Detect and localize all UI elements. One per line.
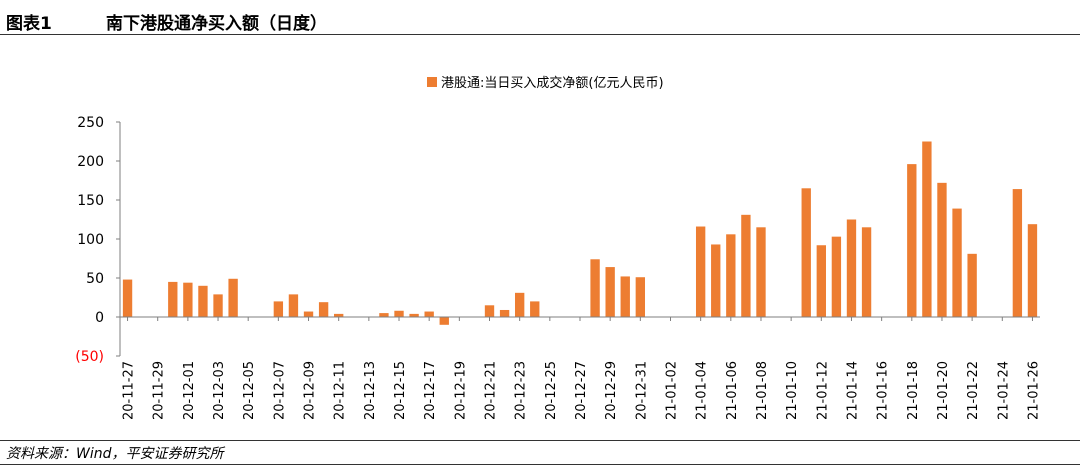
bar-21-01-07: [741, 214, 751, 317]
y-tick-label: 50: [86, 271, 104, 287]
x-tick-label: 20-12-17: [423, 361, 438, 420]
x-tick-label: 21-01-04: [695, 361, 710, 420]
x-tick-label: 21-01-16: [876, 361, 891, 420]
bar-20-12-11: [334, 313, 344, 317]
bar-21-01-22: [967, 253, 977, 317]
y-tick-label: 200: [77, 154, 104, 170]
bar-20-12-02: [198, 285, 208, 317]
x-tick-label: 21-01-02: [664, 361, 679, 420]
x-tick-label: 20-12-05: [242, 361, 257, 420]
bar-21-01-21: [952, 208, 962, 317]
x-tick-label: 21-01-26: [1026, 361, 1041, 420]
bar-20-12-28: [590, 259, 600, 317]
bar-21-01-15: [861, 227, 872, 317]
x-axis: 20-11-27 20-11-29 20-12-01 20-12-03 20-12-05…: [120, 316, 1041, 420]
x-tick-label: 20-12-25: [544, 361, 559, 420]
bar-20-12-03: [213, 294, 223, 317]
legend-swatch: [427, 77, 437, 87]
bar-20-12-09: [303, 311, 314, 317]
x-tick-label: 21-01-22: [966, 361, 981, 420]
y-tick-label: 0: [95, 310, 104, 326]
x-tick-label: 20-12-09: [303, 361, 318, 420]
bar-20-11-27: [122, 279, 133, 317]
y-tick-label: 250: [77, 115, 104, 131]
x-tick-label: 20-12-11: [333, 361, 348, 420]
x-tick-label: 21-01-10: [785, 361, 800, 420]
bar-20-12-21: [484, 305, 495, 317]
bar-20-12-31: [635, 277, 646, 317]
bar-20-12-17: [424, 311, 434, 317]
x-tick-label: 20-12-27: [574, 361, 589, 420]
legend-label: 港股通:当日买入成交净额(亿元人民币): [441, 75, 664, 91]
figure-header: 图表1 南下港股通净买入额（日度）: [0, 0, 1080, 36]
bar-21-01-08: [756, 227, 766, 317]
x-tick-label: 20-12-21: [484, 361, 499, 420]
bar-20-12-01: [183, 282, 193, 317]
figure-title: 南下港股通净买入额（日度）: [106, 14, 327, 34]
bar-20-12-04: [228, 278, 238, 317]
bar-20-12-29: [605, 267, 615, 317]
y-tick-label: 100: [77, 232, 104, 248]
bar-20-12-22: [499, 309, 510, 317]
x-tick-label: 21-01-14: [845, 361, 860, 420]
x-tick-label: 20-12-07: [272, 361, 287, 420]
bar-21-01-26: [1027, 224, 1038, 317]
bar-20-12-08: [288, 294, 299, 317]
bar-21-01-25: [1012, 189, 1023, 317]
x-tick-label: 20-12-13: [363, 361, 378, 420]
bar-20-12-24: [530, 301, 540, 317]
x-tick-label: 21-01-24: [996, 361, 1011, 420]
bar-20-12-15: [394, 310, 404, 317]
x-tick-label: 21-01-18: [906, 361, 921, 420]
bar-21-01-20: [937, 182, 947, 317]
footer-divider-bottom: [0, 464, 1080, 465]
x-tick-label: 20-11-29: [152, 361, 167, 420]
y-tick-label: (50): [75, 349, 104, 365]
bar-series: [122, 141, 1038, 325]
x-tick-label: 20-12-03: [212, 361, 227, 420]
legend: 港股通:当日买入成交净额(亿元人民币): [427, 75, 664, 91]
x-tick-label: 20-12-15: [393, 361, 408, 420]
bar-21-01-04: [695, 226, 706, 317]
bar-20-12-14: [379, 313, 389, 317]
bar-20-12-23: [514, 292, 525, 317]
bar-20-12-07: [273, 301, 284, 317]
x-tick-label: 20-12-19: [453, 361, 468, 420]
x-tick-label: 21-01-20: [936, 361, 951, 420]
x-tick-label: 20-12-01: [182, 361, 197, 420]
bar-21-01-14: [846, 219, 857, 317]
bar-21-01-11: [801, 188, 811, 317]
x-tick-label: 21-01-06: [725, 361, 740, 420]
source-note: 资料来源：Wind，平安证券研究所: [6, 446, 224, 462]
x-tick-label: 20-11-27: [122, 361, 137, 420]
y-axis: 250 200 150 100 50 0 (50): [75, 115, 121, 365]
x-tick-label: 21-01-12: [815, 361, 830, 420]
bar-20-11-30: [168, 281, 178, 317]
bar-20-12-18: [439, 317, 449, 325]
bar-21-01-12: [816, 245, 826, 317]
bar-21-01-18: [907, 164, 917, 317]
bar-21-01-13: [831, 236, 842, 317]
bar-20-12-16: [409, 313, 419, 317]
bar-21-01-19: [922, 141, 932, 317]
bar-20-12-30: [620, 276, 630, 317]
y-tick-label: 150: [77, 193, 104, 209]
bar-21-01-06: [726, 234, 736, 317]
x-tick-label: 20-12-23: [514, 361, 529, 420]
x-tick-label: 21-01-08: [755, 361, 770, 420]
header-divider: [0, 34, 1080, 35]
bar-20-12-10: [318, 302, 329, 317]
bar-21-01-05: [711, 244, 721, 317]
figure-label: 图表1: [6, 14, 52, 34]
bar-chart: 港股通:当日买入成交净额(亿元人民币) 250200150100500(50) …: [75, 75, 1041, 420]
footer-divider-top: [0, 440, 1080, 441]
x-tick-label: 20-12-29: [604, 361, 619, 420]
x-tick-label: 20-12-31: [634, 361, 649, 420]
